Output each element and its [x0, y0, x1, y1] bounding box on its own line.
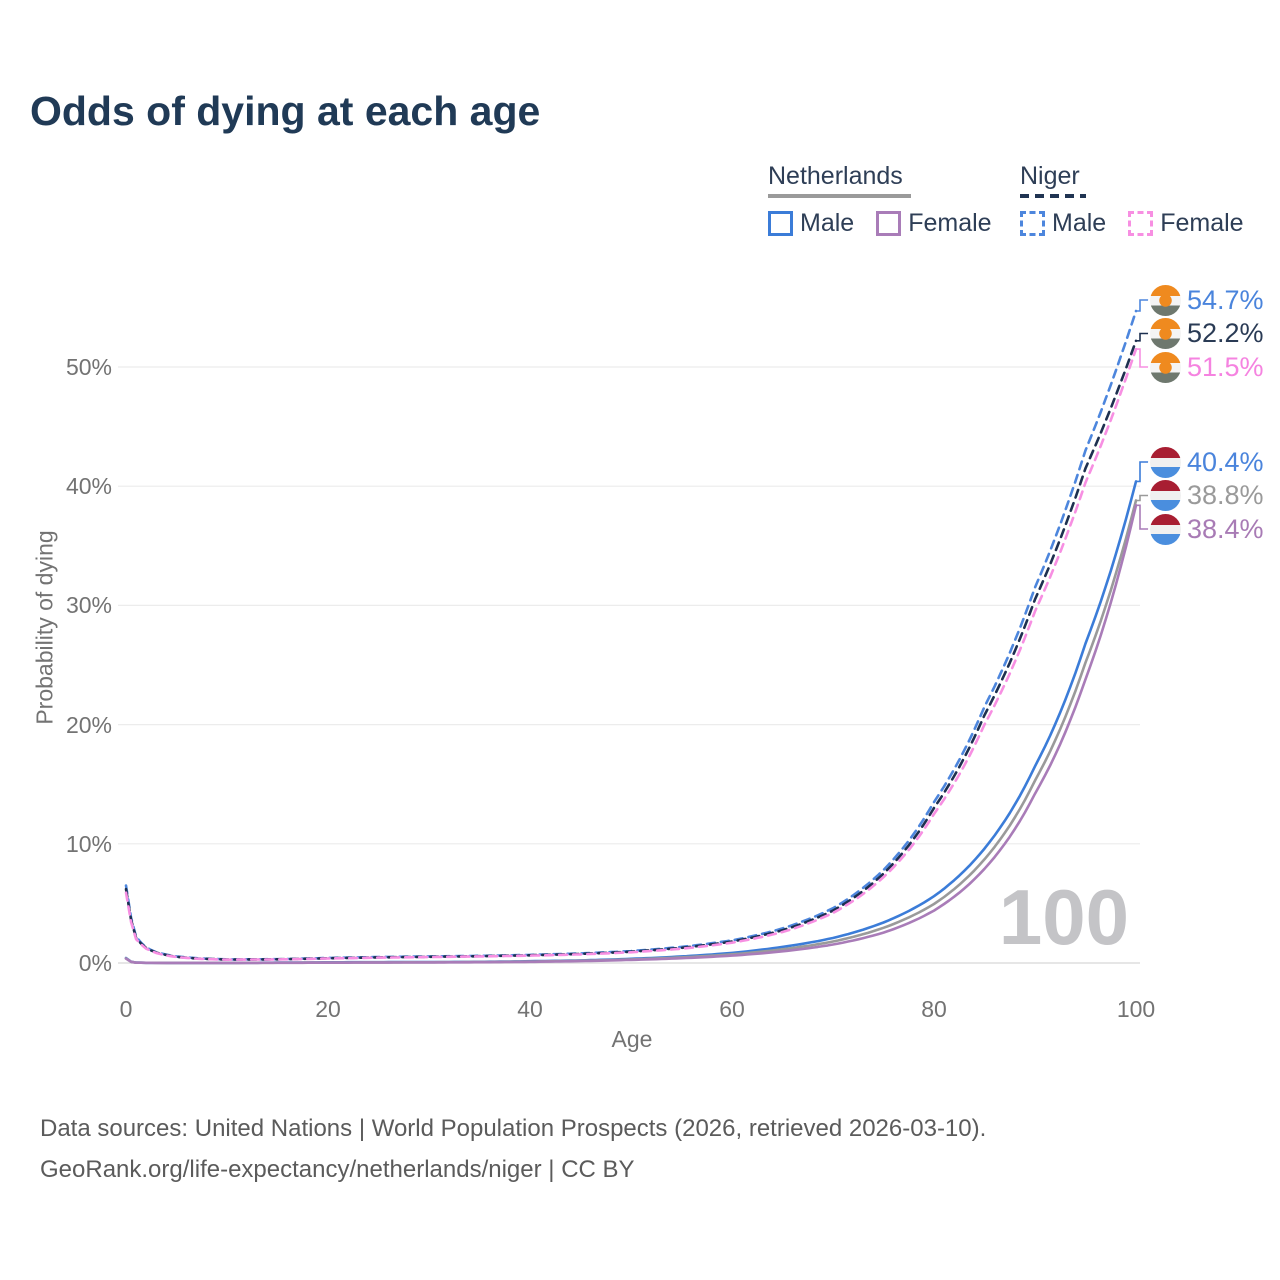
curve-niger-total[interactable] [124, 339, 1138, 961]
end-label-netherlands-male: 40.4% [1150, 445, 1264, 479]
x-tick-40: 40 [517, 996, 543, 1022]
end-connector-niger-total [1136, 332, 1149, 342]
legend-underline-solid [768, 194, 911, 198]
netherlands-flag-icon [1150, 513, 1181, 545]
end-value-niger-total: 52.2% [1187, 318, 1264, 348]
netherlands-flag-icon [1150, 480, 1181, 511]
x-tick-60: 60 [719, 996, 745, 1022]
curve-netherlands-female[interactable] [124, 503, 1138, 965]
legend-country-netherlands: Netherlands [768, 162, 903, 190]
end-value-netherlands-total: 38.8% [1187, 480, 1264, 510]
x-tick-20: 20 [315, 996, 341, 1022]
curve-niger-male[interactable] [124, 309, 1138, 961]
x-axis-title: Age [611, 1026, 653, 1052]
y-tick-30%: 30% [65, 592, 112, 619]
legend-country-niger: Niger [1020, 162, 1080, 190]
niger-flag-icon [1150, 318, 1181, 349]
legend-label: Female [1160, 209, 1244, 237]
netherlands-flag-icon [1150, 446, 1181, 478]
legend-swatch-solid [768, 211, 793, 236]
legend-label: Male [1052, 209, 1107, 237]
end-value-niger-male: 54.7% [1187, 284, 1264, 315]
legend-item-niger-male[interactable]: Male [1020, 209, 1106, 238]
y-tick-0%: 0% [78, 950, 112, 976]
end-value-netherlands-male: 40.4% [1187, 446, 1264, 477]
y-tick-50%: 50% [65, 354, 112, 380]
legend-item-netherlands-male[interactable]: Male [768, 209, 854, 238]
legend-label: Female [908, 209, 992, 237]
x-tick-80: 80 [921, 996, 947, 1022]
legend-label: Male [800, 209, 855, 237]
footer: Data sources: United Nations | World Pop… [40, 1108, 986, 1190]
end-label-niger-total: 52.2% [1150, 317, 1264, 351]
end-connector-netherlands-total [1136, 494, 1149, 502]
end-connector-niger-female [1136, 348, 1149, 368]
x-tick-0: 0 [119, 996, 133, 1022]
hover-age-watermark: 100 [998, 873, 1130, 961]
end-value-niger-female: 51.5% [1187, 351, 1264, 382]
x-tick-100: 100 [1116, 996, 1156, 1022]
end-label-niger-female: 51.5% [1150, 350, 1264, 384]
legend-item-netherlands-female[interactable]: Female [876, 209, 992, 238]
legend-item-niger-female[interactable]: Female [1128, 209, 1244, 238]
end-connector-netherlands-female [1136, 504, 1149, 530]
end-label-netherlands-female: 38.4% [1150, 512, 1264, 546]
end-label-niger-male: 54.7% [1150, 283, 1264, 317]
niger-flag-icon [1150, 284, 1181, 316]
y-tick-10%: 10% [65, 830, 112, 857]
legend-underline-dashed [1020, 194, 1086, 198]
legend-swatch-dashed [1020, 211, 1045, 236]
end-connector-netherlands-male [1136, 461, 1149, 483]
legend-swatch-dashed [1128, 211, 1154, 236]
end-connector-niger-male [1136, 299, 1149, 312]
legend-group-netherlands: Netherlands Male Female [768, 162, 992, 238]
chart-title: Odds of dying at each age [30, 88, 541, 134]
legend-group-niger: Niger Male Female [1020, 162, 1244, 238]
legend-swatch-solid [876, 211, 902, 236]
end-value-netherlands-female: 38.4% [1187, 513, 1264, 544]
y-tick-20%: 20% [65, 711, 112, 738]
end-label-netherlands-total: 38.8% [1150, 479, 1264, 513]
niger-flag-icon [1150, 351, 1181, 383]
y-tick-40%: 40% [65, 473, 112, 500]
footer-attribution: GeoRank.org/life-expectancy/netherlands/… [40, 1156, 635, 1183]
curve-niger-female[interactable] [124, 347, 1138, 962]
footer-data-sources: Data sources: United Nations | World Pop… [40, 1115, 987, 1142]
